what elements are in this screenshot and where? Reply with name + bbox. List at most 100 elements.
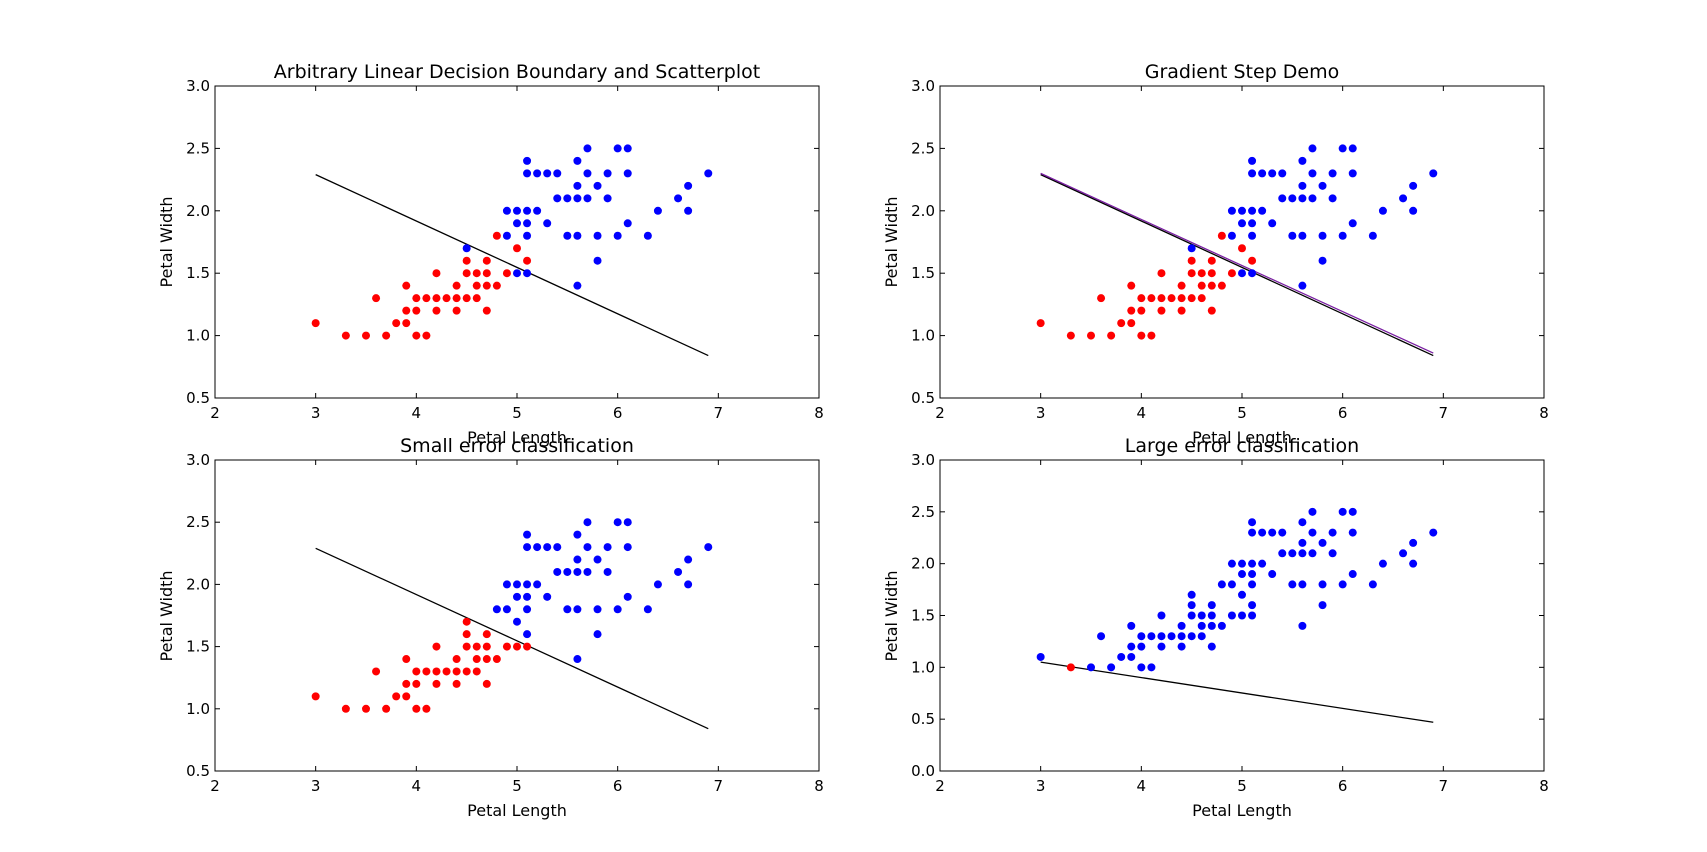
y-tick-label: 1.0 — [911, 658, 935, 676]
scatter-point — [563, 567, 572, 576]
scatter-point — [1207, 281, 1216, 290]
scatter-point — [1268, 219, 1277, 228]
scatter-point — [502, 605, 511, 614]
scatter-point — [543, 543, 552, 552]
scatter-point — [442, 294, 451, 303]
scatter-point — [1308, 144, 1317, 153]
scatter-point — [1258, 169, 1267, 178]
scatter-point — [1187, 269, 1196, 278]
scatter-point — [1127, 652, 1136, 661]
scatter-point — [1217, 580, 1226, 589]
y-tick-label: 1.5 — [186, 264, 210, 282]
scatter-point — [523, 256, 532, 265]
scatter-point — [1187, 244, 1196, 253]
scatter-point — [1298, 518, 1307, 527]
scatter-point — [1087, 663, 1095, 672]
x-tick-label: 3 — [1036, 777, 1046, 795]
y-tick-label: 3.0 — [186, 451, 210, 469]
scatter-point — [1137, 306, 1146, 315]
scatter-point — [1238, 559, 1246, 568]
scatter-point — [1197, 294, 1206, 303]
scatter-point — [482, 642, 491, 651]
scatter-point — [674, 567, 683, 576]
scatter-point — [1036, 652, 1045, 661]
scatter-point — [1278, 169, 1287, 178]
scatter-point — [583, 194, 592, 203]
scatter-point — [1207, 256, 1216, 265]
scatter-point — [392, 319, 401, 328]
scatter-point — [1227, 269, 1236, 278]
scatter-point — [1298, 580, 1307, 589]
scatter-point — [382, 331, 391, 340]
subplot-3-ticks: 2 3 4 5 6 7 8 0.5 1.0 1.5 2.0 2.5 3.0 — [186, 451, 824, 795]
x-tick-label: 8 — [814, 777, 824, 795]
scatter-point — [543, 592, 552, 601]
scatter-point — [563, 231, 572, 240]
scatter-point — [523, 642, 532, 651]
x-tick-label: 4 — [412, 777, 422, 795]
scatter-point — [1409, 181, 1418, 190]
scatter-point — [1147, 294, 1156, 303]
scatter-point — [623, 144, 632, 153]
scatter-point — [1248, 256, 1257, 265]
scatter-point — [1238, 219, 1246, 228]
scatter-point — [573, 281, 582, 290]
scatter-point — [1127, 621, 1136, 630]
scatter-point — [402, 306, 411, 315]
scatter-point — [1348, 528, 1357, 537]
scatter-point — [1207, 601, 1216, 610]
scatter-point — [1409, 559, 1418, 568]
scatter-point — [1107, 331, 1116, 340]
scatter-point — [402, 692, 411, 701]
x-tick-label: 8 — [814, 404, 824, 422]
scatter-point — [462, 244, 471, 253]
scatter-point — [1278, 528, 1287, 537]
scatter-point — [432, 679, 441, 688]
scatter-point — [1137, 632, 1146, 641]
scatter-point — [1338, 507, 1347, 516]
scatter-point — [1117, 652, 1126, 661]
y-tick-label: 2.5 — [186, 139, 210, 157]
scatter-point — [704, 543, 713, 552]
y-tick-label: 1.5 — [186, 638, 210, 656]
x-tick-label: 3 — [311, 777, 321, 795]
scatter-point — [1238, 206, 1246, 215]
scatter-point — [523, 592, 532, 601]
scatter-point — [1087, 331, 1095, 340]
scatter-point — [1097, 632, 1106, 641]
scatter-point — [1197, 611, 1206, 620]
scatter-point — [1197, 632, 1206, 641]
scatter-point — [613, 518, 622, 527]
scatter-point — [543, 219, 552, 228]
scatter-point — [1348, 144, 1357, 153]
scatter-point — [623, 518, 632, 527]
scatter-point — [1036, 319, 1045, 328]
scatter-point — [553, 169, 562, 178]
scatter-point — [1348, 169, 1357, 178]
scatter-point — [1177, 642, 1186, 651]
scatter-point — [573, 194, 582, 203]
scatter-point — [1268, 169, 1277, 178]
scatter-point — [1227, 580, 1236, 589]
scatter-point — [1157, 269, 1166, 278]
scatter-point — [492, 231, 501, 240]
scatter-point — [1177, 632, 1186, 641]
scatter-point — [482, 306, 491, 315]
scatter-point — [1399, 194, 1408, 203]
scatter-point — [1268, 570, 1277, 579]
scatter-point — [482, 256, 491, 265]
scatter-point — [603, 543, 612, 552]
scatter-point — [1187, 256, 1196, 265]
y-tick-label: 1.0 — [911, 327, 935, 345]
scatter-point — [472, 667, 481, 676]
scatter-point — [1157, 632, 1166, 641]
scatter-point — [452, 306, 461, 315]
scatter-point — [684, 555, 693, 564]
scatter-point — [1177, 306, 1186, 315]
scatter-point — [573, 605, 582, 614]
scatter-point — [1248, 528, 1257, 537]
scatter-point — [1127, 319, 1136, 328]
scatter-point — [1298, 231, 1307, 240]
scatter-point — [523, 530, 532, 539]
